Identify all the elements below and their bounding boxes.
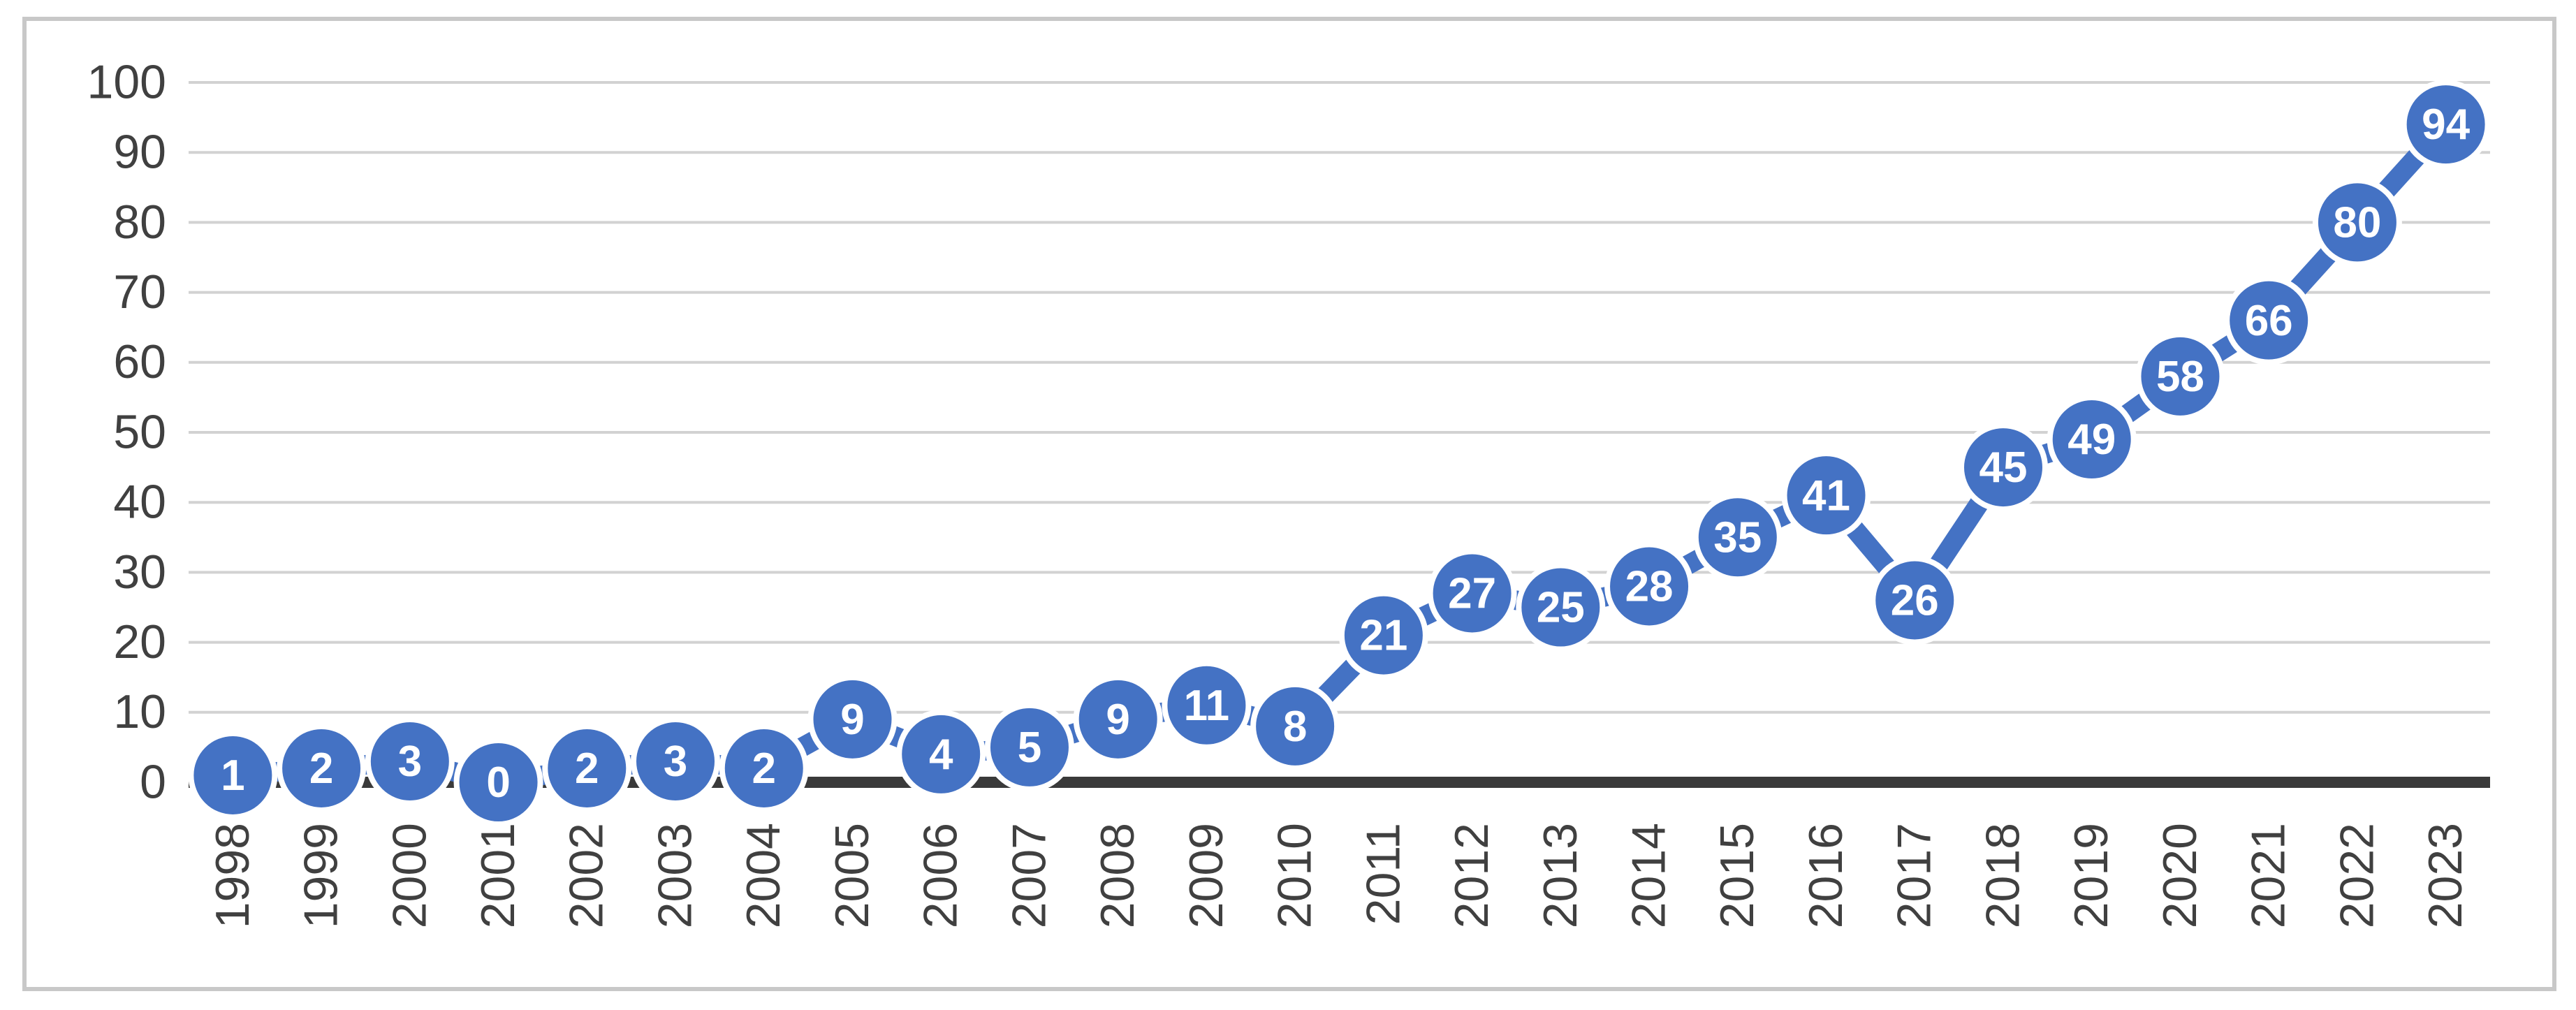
data-point-value-label: 11 <box>1184 682 1230 730</box>
data-point-marker <box>542 723 632 813</box>
data-point-marker <box>1162 660 1252 750</box>
y-tick-label: 60 <box>113 335 166 388</box>
data-point-value-label: 58 <box>2156 353 2204 401</box>
data-point-value-label: 9 <box>1106 696 1129 744</box>
data-point-value-label: 5 <box>1018 724 1041 772</box>
data-point-marker <box>1250 681 1340 771</box>
x-tick-label: 2017 <box>1888 823 1941 928</box>
y-axis-labels: 0 10 20 30 40 50 60 70 80 90 100 <box>87 55 166 808</box>
y-tick-label: 80 <box>113 196 166 249</box>
data-point-marker <box>188 730 278 820</box>
data-point-marker <box>1338 590 1428 680</box>
data-point-value-label: 45 <box>1979 444 2027 492</box>
y-tick-label: 20 <box>113 615 166 668</box>
data-point-value-label: 2 <box>575 745 599 793</box>
data-point-value-label: 25 <box>1537 584 1585 632</box>
x-tick-label: 2004 <box>737 823 790 928</box>
data-point-marker <box>896 709 986 799</box>
data-point-marker <box>453 738 543 827</box>
x-tick-label: 2002 <box>560 823 613 928</box>
data-point-markers <box>188 80 2491 827</box>
data-point-marker <box>2135 331 2225 421</box>
data-point-value-label: 94 <box>2422 101 2470 149</box>
x-tick-label: 2008 <box>1091 823 1144 928</box>
x-tick-label: 1998 <box>206 823 259 928</box>
data-point-marker <box>807 674 898 764</box>
data-point-value-label: 26 <box>1891 577 1939 625</box>
data-point-value-label: 80 <box>2333 198 2381 247</box>
data-point-value-label: 9 <box>840 696 864 744</box>
data-point-value-label: 8 <box>1283 703 1307 751</box>
data-point-marker <box>2312 177 2402 268</box>
data-point-value-label: 3 <box>398 738 422 786</box>
y-tick-label: 90 <box>113 126 166 179</box>
y-tick-label: 0 <box>140 755 166 808</box>
data-point-value-label: 49 <box>2068 416 2116 464</box>
data-point-marker <box>984 702 1074 792</box>
data-point-marker <box>719 723 809 813</box>
x-tick-label: 1999 <box>295 823 348 928</box>
x-tick-label: 2012 <box>1445 823 1498 928</box>
x-tick-label: 2003 <box>648 823 701 928</box>
data-point-marker <box>1073 674 1163 764</box>
chart-border <box>22 17 2556 991</box>
x-tick-label: 2020 <box>2153 823 2207 928</box>
data-point-marker <box>277 723 367 813</box>
data-point-value-label: 1 <box>221 752 244 800</box>
x-tick-label: 2019 <box>2065 823 2118 928</box>
x-axis-labels: 1998 1999 2000 2001 2002 2003 2004 2005 2006 2007… <box>206 823 2472 928</box>
data-point-value-label: 0 <box>486 759 510 807</box>
x-tick-label: 2010 <box>1268 823 1322 928</box>
x-tick-label: 2015 <box>1711 823 1764 928</box>
data-point-marker <box>1958 423 2048 513</box>
x-tick-label: 2000 <box>383 823 436 928</box>
data-point-marker <box>1427 548 1517 638</box>
data-point-value-label: 2 <box>309 745 333 793</box>
x-tick-label: 2009 <box>1180 823 1233 928</box>
x-tick-label: 2013 <box>1534 823 1587 928</box>
y-tick-label: 50 <box>113 405 166 458</box>
data-point-marker <box>1870 555 1960 645</box>
y-tick-label: 40 <box>113 476 166 529</box>
x-tick-label: 2014 <box>1622 823 1675 928</box>
gridlines <box>189 81 2490 714</box>
y-tick-label: 70 <box>113 265 166 319</box>
x-tick-label: 2018 <box>1976 823 2029 928</box>
y-tick-label: 30 <box>113 546 166 599</box>
data-point-value-label: 3 <box>664 738 687 786</box>
data-point-marker <box>2401 80 2491 170</box>
data-point-value-label: 21 <box>1359 612 1407 660</box>
x-tick-label: 2023 <box>2419 823 2472 928</box>
data-point-value-label: 66 <box>2245 297 2293 345</box>
x-tick-label: 2022 <box>2330 823 2383 928</box>
data-point-marker <box>365 716 455 806</box>
data-point-value-label: 35 <box>1713 513 1762 562</box>
y-tick-label: 100 <box>87 55 166 108</box>
data-point-marker <box>1516 562 1606 652</box>
x-tick-label: 2016 <box>1799 823 1852 928</box>
data-point-value-label: 41 <box>1802 471 1850 520</box>
data-point-marker <box>1692 492 1783 583</box>
x-tick-label: 2001 <box>471 823 525 928</box>
data-point-value-label: 28 <box>1625 563 1674 611</box>
data-point-value-label: 27 <box>1448 570 1496 618</box>
x-tick-label: 2005 <box>826 823 879 928</box>
data-point-marker <box>631 716 721 806</box>
data-point-marker <box>2224 275 2314 365</box>
data-point-value-label: 4 <box>929 731 953 779</box>
data-point-marker <box>2047 395 2137 485</box>
data-point-marker <box>1604 541 1695 631</box>
data-point-value-label: 2 <box>752 745 776 793</box>
x-tick-label: 2011 <box>1356 823 1410 925</box>
y-tick-label: 10 <box>113 685 166 738</box>
data-point-marker <box>1781 451 1871 541</box>
x-tick-label: 2007 <box>1002 823 1055 928</box>
x-tick-label: 2021 <box>2242 823 2295 928</box>
x-tick-label: 2006 <box>914 823 967 928</box>
